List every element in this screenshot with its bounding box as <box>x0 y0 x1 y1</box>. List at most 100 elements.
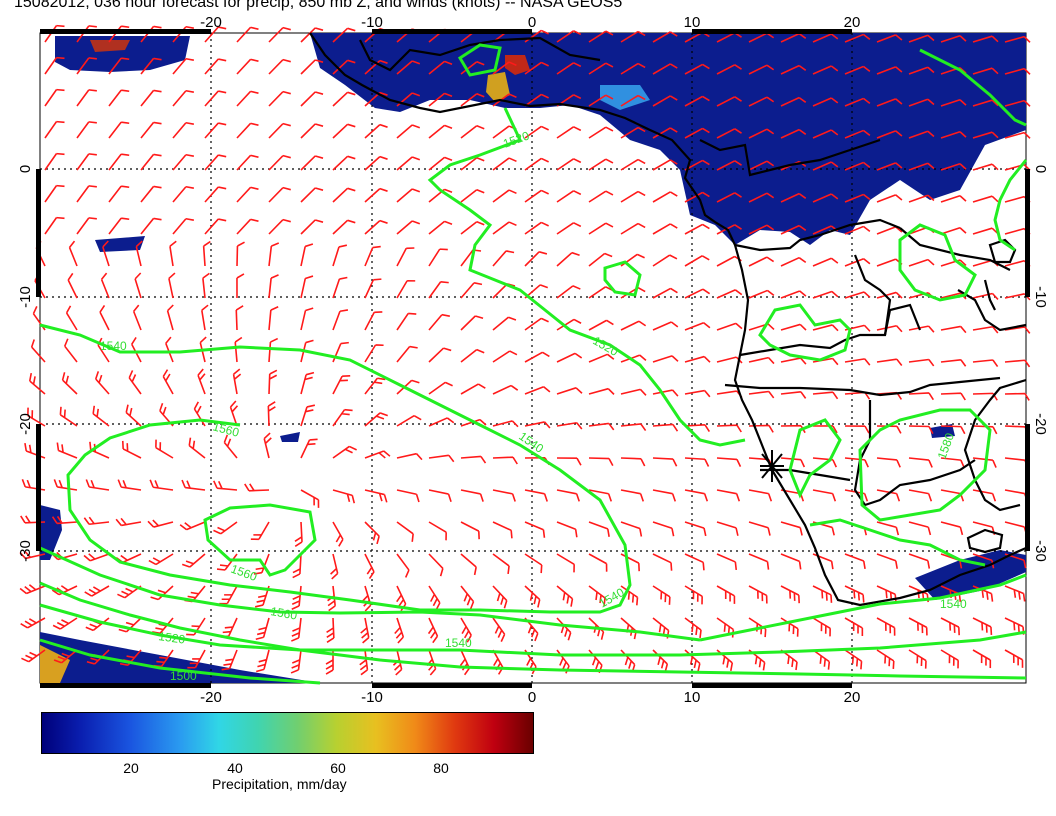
wind-barb <box>620 30 646 43</box>
wind-barb <box>940 617 960 636</box>
wind-barb <box>844 193 871 203</box>
wind-barb <box>908 358 935 367</box>
wind-barb <box>780 553 802 570</box>
precip-area-patch-1 <box>95 236 145 252</box>
wind-barb <box>149 479 174 491</box>
wind-barb <box>588 422 615 431</box>
wind-barb <box>940 162 967 171</box>
wind-barb <box>219 585 238 605</box>
wind-barb <box>51 585 78 596</box>
wind-barb <box>326 617 335 643</box>
wind-barb <box>168 272 176 299</box>
wind-barb <box>396 279 416 299</box>
wind-barb <box>244 483 270 492</box>
wind-barb <box>364 155 388 171</box>
wind-barb <box>460 418 487 427</box>
lon-label-bottom: 20 <box>844 689 861 706</box>
wind-barb <box>748 617 767 638</box>
wind-barb <box>844 585 865 603</box>
wind-barb <box>972 131 999 139</box>
wind-barb <box>128 370 142 395</box>
wind-barb <box>108 57 130 75</box>
wind-barb <box>748 96 775 107</box>
wind-barb <box>396 312 417 331</box>
wind-barb <box>588 190 614 203</box>
wind-barb <box>83 516 110 526</box>
wind-barb <box>748 289 775 299</box>
wind-barb <box>908 258 935 267</box>
precip-area-north-west <box>55 36 190 72</box>
wind-barb <box>61 372 78 395</box>
contour-land-6 <box>993 159 1028 252</box>
lat-label-left: -30 <box>17 540 34 562</box>
wind-barb <box>876 130 903 139</box>
contour-land-2 <box>788 418 842 499</box>
wind-barb <box>556 190 582 203</box>
wind-barb <box>1004 617 1025 635</box>
wind-barb <box>812 324 839 332</box>
wind-barb <box>524 386 551 395</box>
wind-barb <box>332 276 348 299</box>
wind-barb <box>396 124 421 139</box>
wind-barb <box>396 553 410 578</box>
wind-barb <box>332 123 356 139</box>
wind-barb <box>940 649 959 669</box>
wind-barb <box>172 57 195 75</box>
wind-barb <box>364 91 388 107</box>
wind-barb <box>652 521 675 537</box>
wind-barb <box>780 224 807 235</box>
wind-barb <box>428 347 452 363</box>
wind-barb <box>492 157 517 171</box>
contour-label: 1540 <box>445 636 472 650</box>
wind-barb <box>188 437 206 459</box>
wind-barb <box>812 391 839 400</box>
wind-barb <box>748 649 766 671</box>
wind-barb <box>267 401 276 427</box>
wind-barb <box>940 226 967 235</box>
wind-barb <box>684 457 710 467</box>
wind-barb <box>19 584 46 595</box>
wind-barb <box>684 649 701 672</box>
wind-barb <box>19 550 46 560</box>
wind-barb <box>300 275 314 299</box>
wind-barb <box>492 420 519 428</box>
colorbar-tick-label: 40 <box>227 760 243 776</box>
contour-land-1 <box>758 303 852 362</box>
wind-barb <box>364 377 386 395</box>
wind-barb <box>524 189 549 203</box>
wind-barb <box>492 61 517 75</box>
wind-barb <box>204 122 227 139</box>
wind-barb <box>236 154 259 171</box>
wind-barb <box>330 553 339 580</box>
wind-barb <box>780 256 807 267</box>
wind-barb <box>108 217 130 235</box>
wind-barb <box>684 127 710 139</box>
wind-barb <box>140 89 162 107</box>
wind-barb <box>972 163 999 171</box>
lon-label-top: -10 <box>361 14 383 31</box>
wind-barb <box>748 553 770 570</box>
wind-barb <box>908 162 935 171</box>
wind-barb <box>652 553 673 571</box>
wind-barb <box>524 421 551 429</box>
wind-barb <box>940 521 964 536</box>
wind-barb <box>492 553 510 575</box>
wind-barb <box>169 240 177 267</box>
wind-barb <box>360 617 370 644</box>
contour-1540-east <box>699 573 1027 642</box>
wind-barb <box>268 369 278 395</box>
wind-barb <box>876 489 901 502</box>
wind-barb <box>119 649 142 666</box>
wind-barb <box>780 457 806 468</box>
wind-barb <box>255 617 270 641</box>
wind-barb <box>392 649 403 676</box>
wind-barb <box>588 553 608 572</box>
wind-barb <box>492 617 506 642</box>
contour-blob-1 <box>603 260 642 297</box>
wind-barb <box>268 337 279 363</box>
wind-barb <box>620 617 637 640</box>
wind-barb <box>83 553 110 562</box>
wind-barb <box>972 489 997 502</box>
wind-barb <box>684 553 705 571</box>
wind-barb <box>364 311 383 331</box>
